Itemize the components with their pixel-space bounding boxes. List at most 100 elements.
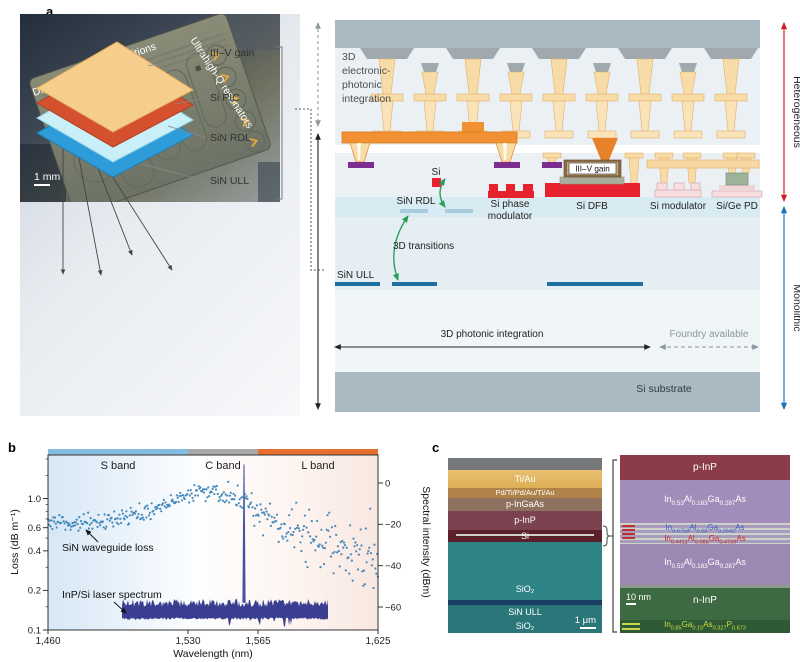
- y-axis-label-left: Loss (dB m⁻¹): [9, 509, 21, 575]
- schematic-caption-line1: 3D: [342, 51, 356, 63]
- schematic-caption-line2: electronic-: [342, 65, 391, 77]
- band-label: L band: [301, 460, 334, 472]
- photo-scale-bar: [34, 184, 50, 186]
- monolithic-label: Monolithic: [791, 284, 800, 331]
- loss-spectrum-chart: S band C band L band 0.1 0.2 0.4 0.6 1.0 1,460 1,…: [9, 449, 432, 660]
- sin-ull-line: [448, 600, 602, 605]
- tem-p-inp-layer: p-InP: [620, 455, 790, 480]
- band-bar: [258, 449, 378, 455]
- sin-ull-waveguide: [335, 282, 380, 286]
- panel-a-label: a: [46, 4, 54, 19]
- bond-interface-gap: [335, 145, 760, 153]
- high-q-resonator-couplers: [205, 44, 266, 153]
- iii-v-contact-funnel: [592, 138, 618, 160]
- heterogeneous-label: Heterogeneous: [791, 76, 800, 148]
- y-axis-label-right: Spectral intensity (dBm): [420, 486, 432, 597]
- y-tick-label-left: 1.0: [28, 494, 41, 505]
- si-phase-modulator-shape: [488, 184, 534, 198]
- si-substrate-band: [335, 372, 760, 412]
- sin-ull-waveguide: [392, 282, 437, 286]
- photo-scale-bar-label: 1 mm: [34, 171, 61, 183]
- sem-scale-bar: 1 μm: [575, 615, 596, 629]
- tem-epitaxial-stack: p-InP In0.53Al0.183Ga0.287As In0.6758Al0…: [620, 455, 790, 633]
- lower-sch-layer: In0.53Al0.183Ga0.287As: [620, 544, 790, 585]
- si-waveguide-block: [432, 178, 441, 187]
- magnification-bracket: [602, 459, 617, 633]
- n-inp-label: n-InP: [693, 595, 717, 606]
- ingaasp-stripe-region: In0.85Ga0.15As0.327P0.673: [620, 620, 790, 633]
- sio2-label: SiO₂: [515, 584, 535, 594]
- si-dfb-waveguide: [545, 183, 640, 197]
- sin-rdl-waveguide: [400, 209, 428, 213]
- integration-cross-section-schematic: III–V gain 3D electronic- photonic: [315, 20, 800, 412]
- transition-arrow-small: [438, 178, 446, 208]
- sin-rdl-waveguide: [445, 209, 473, 213]
- stack-label-sin-rdl: SiN RDL: [210, 132, 251, 144]
- spectrum-annotation: InP/Si laser spectrum: [62, 589, 162, 601]
- stack-label-si-pic: Si PIC: [210, 92, 240, 104]
- tem-scale-bar: 10 nm: [626, 593, 651, 605]
- well-formula: In0.4411Al0.085Ga0.4739As: [664, 534, 746, 546]
- bond-pad: [494, 162, 520, 168]
- x-tick-label: 1,530: [175, 636, 200, 647]
- scatter-annotation-arrow: [85, 529, 99, 543]
- spectrum-annotation-arrow: [113, 601, 127, 614]
- n-inp-layer: 10 nm n-InP In0.85Ga0.15As0.327P0.673: [620, 588, 790, 633]
- laser-spectrum: [122, 598, 328, 627]
- panel-c-label: c: [432, 440, 440, 455]
- y-tick-label-left: 0.6: [28, 523, 41, 534]
- band-bar: [48, 449, 188, 455]
- sem-cross-section: Ti/Au Pd/Ti/Pd/Au/Ti/Au p-InGaAs p-InP S…: [448, 458, 602, 633]
- bottom-sio2-label: SiO₂: [515, 620, 535, 631]
- quantum-well-region: In0.6758Al0.08Ga0.2642As In0.4411Al0.085…: [620, 523, 790, 546]
- y-tick-label-left: 0.4: [28, 546, 41, 557]
- band-label: S band: [101, 460, 136, 472]
- sin-ull-waveguide: [547, 282, 643, 286]
- upper-sch-formula: In0.53Al0.183Ga0.287As: [664, 494, 746, 508]
- x-tick-label: 1,565: [245, 636, 270, 647]
- schematic-caption-line3: photonic: [342, 79, 382, 91]
- ti-au-layer: Ti/Au: [448, 470, 602, 488]
- y-tick-label-right: 0: [385, 478, 390, 489]
- qw-hatch-marks: [622, 525, 635, 541]
- photonic-integration-label: 3D photonic integration: [441, 329, 544, 340]
- y-tick-label-right: −60: [385, 602, 401, 613]
- y-tick-label-left: 0.2: [28, 586, 41, 597]
- si-phase-modulator-label-1: Si phase: [491, 199, 530, 210]
- x-axis-label: Wavelength (nm): [173, 648, 253, 660]
- sio2-layer: SiO₂: [448, 542, 602, 600]
- stack-bracket: [276, 46, 283, 200]
- layer-stack-diagram: III–V gain Si PIC SiN RDL SiN ULL: [35, 41, 283, 276]
- lower-sch-formula: In0.53Al0.183Ga0.287As: [664, 557, 746, 571]
- metal-via-pillars: [360, 48, 758, 139]
- p-inp-layer: p-InP: [448, 511, 602, 530]
- transitions-3d-label: 3D transitions: [393, 241, 454, 252]
- plot-border: [47, 454, 379, 631]
- y-tick-label-right: −20: [385, 520, 401, 531]
- si-modulator-shape: [654, 182, 702, 198]
- si-modulator-label: Si modulator: [650, 201, 707, 212]
- upper-sch-layer: In0.53Al0.183Ga0.287As: [620, 480, 790, 523]
- p-inp-label: p-InP: [514, 515, 536, 525]
- transition-arrow-large: [392, 215, 409, 281]
- stack-label-iii-v: III–V gain: [210, 47, 255, 59]
- p-ingaas-layer: p-InGaAs: [448, 498, 602, 511]
- sin-rdl-label: SiN RDL: [397, 196, 436, 207]
- foundry-available-label: Foundry available: [670, 329, 749, 340]
- iii-v-gain-box-label: III–V gain: [575, 165, 610, 174]
- x-tick-label: 1,625: [365, 636, 390, 647]
- si-layer: Si: [448, 530, 602, 542]
- bond-beam: [341, 122, 760, 169]
- metal-stack-label: Pd/Ti/Pd/Au/Ti/Au: [495, 488, 555, 498]
- bond-pad: [542, 162, 562, 168]
- bond-pad: [348, 162, 374, 168]
- iii-v-gain-layer: [35, 41, 194, 133]
- p-ingaas-label: p-InGaAs: [505, 499, 545, 509]
- ingaasp-formula: In0.85Ga0.15As0.327P0.673: [664, 619, 746, 632]
- bottom-sio2-layer: SiN ULL SiO₂: [448, 605, 602, 633]
- y-tick-label-left: 0.1: [28, 625, 41, 636]
- si-phase-modulator-label-2: modulator: [488, 211, 533, 222]
- waveguide-loss-scatter: [46, 480, 380, 590]
